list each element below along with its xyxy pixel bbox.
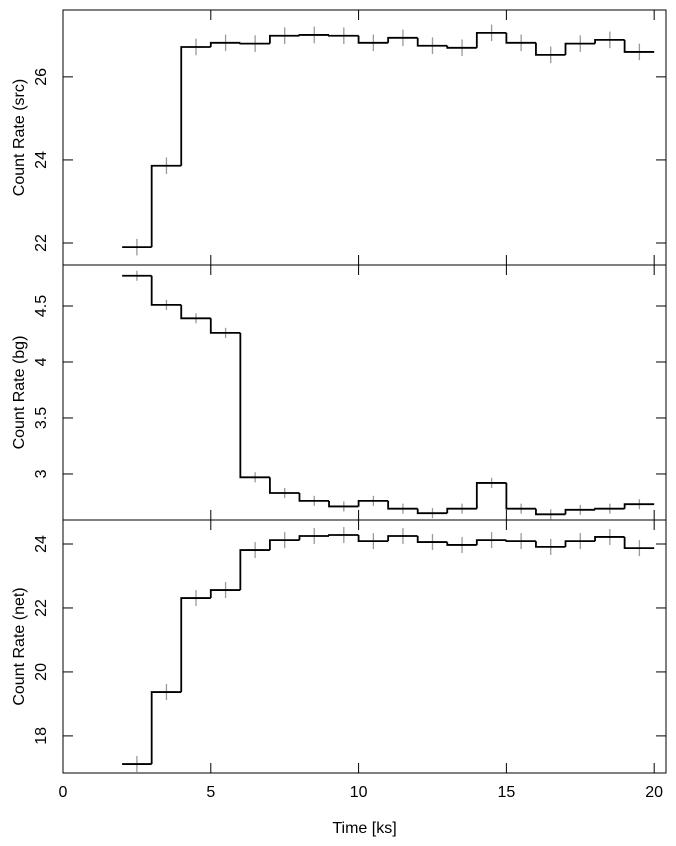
step-segment [535, 541, 566, 548]
step-segment [564, 508, 596, 515]
step-segment [535, 42, 566, 56]
y-tick-label: 3.5 [33, 407, 50, 429]
step-segment [298, 493, 330, 502]
y-tick-label: 22 [33, 599, 50, 617]
step-segment [623, 503, 655, 509]
y-tick-label: 24 [33, 151, 50, 169]
x-tick-label: 5 [206, 784, 215, 801]
step-segment [150, 275, 182, 306]
step-segment [239, 332, 270, 479]
step-segment [209, 41, 241, 47]
step-segment [594, 536, 625, 542]
x-tick-label: 20 [645, 784, 663, 801]
step-segment [150, 164, 182, 248]
step-segment [505, 32, 536, 44]
y-axis-label: Count Rate (src) [11, 79, 28, 196]
step-segment [150, 691, 182, 765]
step-segment [357, 499, 389, 507]
step-segment [564, 42, 596, 55]
plot-frame [62, 9, 667, 266]
step-segment [209, 589, 241, 599]
step-segment [180, 597, 211, 693]
step-segment [269, 34, 300, 44]
step-segment [180, 46, 211, 166]
x-axis-label: Time [ks] [332, 820, 396, 837]
y-tick-label: 26 [33, 68, 50, 86]
step-segment [446, 507, 477, 514]
step-segment [475, 482, 507, 509]
y-tick-label: 20 [33, 663, 50, 681]
step-segment [475, 539, 507, 545]
y-tick-label: 22 [33, 234, 50, 252]
step-segment [328, 500, 359, 508]
step-segment [328, 34, 359, 37]
y-tick-label: 3 [33, 469, 50, 478]
step-segment [239, 549, 270, 591]
step-segment [416, 508, 448, 515]
step-segment [269, 539, 300, 551]
y-tick-label: 4.5 [33, 295, 50, 317]
step-segment [180, 304, 211, 320]
y-axis-label: Count Rate (net) [11, 587, 28, 705]
plot-frame [62, 519, 667, 774]
x-tick-label: 0 [59, 784, 68, 801]
step-segment [239, 42, 270, 45]
y-axis-label: Count Rate (bg) [11, 336, 28, 450]
step-segment [298, 34, 330, 36]
step-segment [387, 535, 418, 542]
step-segment [535, 508, 566, 516]
y-tick-label: 24 [33, 535, 50, 553]
step-segment [416, 37, 448, 47]
step-segment [623, 536, 655, 550]
step-segment [505, 482, 536, 510]
step-segment [446, 45, 477, 49]
step-segment [446, 542, 477, 546]
step-segment [387, 500, 418, 510]
step-segment [475, 31, 507, 48]
step-segment [564, 540, 596, 547]
step-segment [209, 318, 241, 334]
step-segment [416, 535, 448, 543]
plot-frame [62, 264, 667, 521]
step-segment [357, 535, 389, 543]
step-segment [269, 477, 300, 494]
step-segment [623, 39, 655, 53]
step-segment [505, 540, 536, 543]
step-segment [328, 534, 359, 536]
step-segment [594, 39, 625, 44]
y-tick-label: 18 [33, 727, 50, 745]
x-tick-label: 15 [497, 784, 515, 801]
step-segment [594, 507, 625, 510]
y-tick-label: 4 [33, 357, 50, 366]
step-segment [387, 36, 418, 43]
step-segment [357, 35, 389, 44]
step-segment [298, 535, 330, 541]
x-tick-label: 10 [350, 784, 368, 801]
